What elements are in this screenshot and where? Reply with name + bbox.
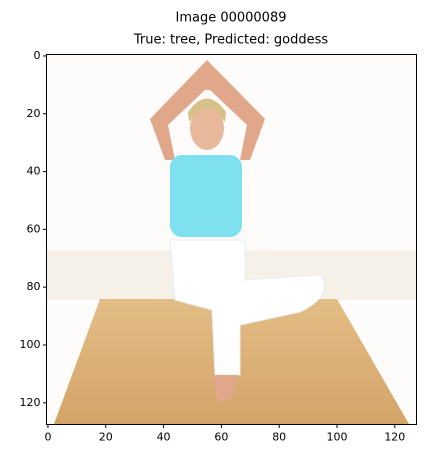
arms: [150, 60, 265, 160]
chart-title: Image 00000089: [175, 11, 286, 26]
y-tick-label: 0: [34, 49, 41, 62]
y-tick-label: 120: [20, 396, 41, 409]
x-tick-label: 80: [272, 431, 286, 444]
head: [190, 106, 224, 150]
x-tick-label: 20: [99, 431, 113, 444]
x-tick-label: 60: [214, 431, 228, 444]
top: [170, 155, 242, 237]
y-tick-label: 40: [27, 165, 41, 178]
x-tick-label: 100: [327, 431, 348, 444]
y-tick-label: 20: [27, 107, 41, 120]
image: [46, 54, 417, 425]
axes-frame: [46, 54, 417, 425]
y-tick-label: 60: [27, 222, 41, 235]
chart-subtitle: True: tree, Predicted: goddess: [133, 33, 329, 48]
y-tick-label: 80: [27, 280, 41, 293]
y-tick-label: 100: [20, 338, 41, 351]
hair: [188, 98, 226, 122]
x-tick-label: 40: [157, 431, 171, 444]
foot: [212, 375, 238, 402]
x-tick-label: 0: [44, 431, 51, 444]
x-tick-label: 120: [384, 431, 405, 444]
